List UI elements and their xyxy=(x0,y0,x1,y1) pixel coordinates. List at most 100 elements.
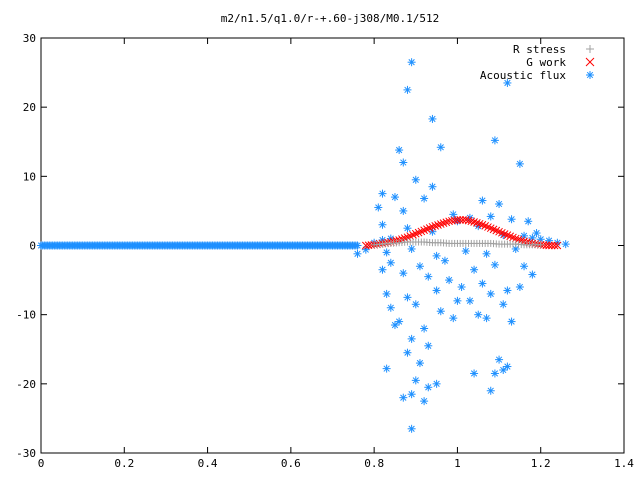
data-point xyxy=(532,229,541,238)
data-point xyxy=(474,310,483,319)
data-point xyxy=(382,364,391,373)
data-point xyxy=(414,228,423,237)
data-point xyxy=(520,262,529,271)
data-point xyxy=(453,296,462,305)
data-point xyxy=(403,85,412,94)
y-tick-label: 10 xyxy=(23,170,36,183)
data-point xyxy=(399,158,408,167)
data-point xyxy=(470,218,478,226)
chart-title: m2/n1.5/q1.0/r-+.60-j308/M0.1/512 xyxy=(221,12,440,25)
data-point xyxy=(506,232,515,241)
data-point xyxy=(482,314,491,323)
data-point xyxy=(407,424,416,433)
x-tick-label: 0.6 xyxy=(281,457,301,470)
data-point xyxy=(424,272,433,281)
y-tick: -20 xyxy=(16,378,624,391)
data-point xyxy=(545,241,553,250)
data-point xyxy=(415,262,424,271)
data-point xyxy=(409,231,417,239)
data-point xyxy=(520,231,529,240)
data-point xyxy=(465,296,474,305)
series-acoustic-flux xyxy=(37,58,570,433)
data-point xyxy=(407,58,416,67)
data-point xyxy=(495,227,503,236)
data-point xyxy=(467,217,476,226)
data-point xyxy=(436,143,445,152)
x-axis: 0 0.2 0.4 0.6 0.8 1 1.2 1.4 xyxy=(38,38,634,470)
data-point xyxy=(417,227,426,236)
legend-item: R stress xyxy=(513,43,594,56)
data-point xyxy=(482,249,491,258)
data-point xyxy=(403,348,412,357)
data-point xyxy=(436,307,445,316)
y-tick-label: 20 xyxy=(23,101,36,114)
data-point xyxy=(399,393,408,402)
data-point xyxy=(470,369,479,378)
data-point xyxy=(490,136,499,145)
x-tick-label: 1 xyxy=(454,457,461,470)
data-point xyxy=(439,219,448,227)
x-tick: 0.4 xyxy=(198,38,218,470)
data-point xyxy=(586,71,594,79)
data-point xyxy=(561,240,570,249)
data-point xyxy=(537,241,545,249)
data-point xyxy=(399,269,408,278)
data-point xyxy=(553,241,562,250)
x-tick-label: 0.2 xyxy=(114,457,134,470)
data-point xyxy=(399,206,408,215)
legend-label: Acoustic flux xyxy=(480,69,566,82)
data-point xyxy=(395,146,404,155)
data-point xyxy=(407,390,416,399)
data-point xyxy=(503,362,512,371)
data-point xyxy=(353,249,362,258)
x-tick: 0 xyxy=(38,38,45,470)
acoustic-flux-baseline xyxy=(37,241,362,250)
y-tick-label: -30 xyxy=(16,447,36,460)
data-point xyxy=(361,245,370,254)
data-point xyxy=(486,289,495,298)
data-point xyxy=(499,300,508,309)
y-tick: 20 xyxy=(23,101,624,114)
data-point xyxy=(490,260,499,269)
data-point xyxy=(411,376,420,385)
data-point xyxy=(386,303,395,312)
data-point xyxy=(453,216,462,224)
y-tick: -30 xyxy=(16,447,624,460)
data-point xyxy=(425,224,434,232)
data-point xyxy=(495,200,504,208)
data-point xyxy=(495,355,504,364)
x-tick-label: 0 xyxy=(38,457,45,470)
data-point xyxy=(420,397,429,406)
x-tick-label: 0.4 xyxy=(198,457,218,470)
x-tick-label: 0.8 xyxy=(364,457,384,470)
data-point xyxy=(489,225,498,234)
y-tick-label: 30 xyxy=(23,32,36,45)
x-tick-label: 1.2 xyxy=(531,457,551,470)
data-point xyxy=(457,283,466,291)
data-point xyxy=(432,251,441,260)
data-point xyxy=(478,220,487,229)
data-point xyxy=(390,321,399,330)
data-point xyxy=(431,222,440,230)
data-point xyxy=(445,276,454,285)
data-point xyxy=(434,221,442,229)
legend-label: G work xyxy=(526,56,566,69)
data-point xyxy=(407,244,416,253)
data-point xyxy=(382,289,391,298)
data-point xyxy=(428,182,437,191)
data-point xyxy=(500,230,509,238)
data-point xyxy=(503,78,512,87)
data-point xyxy=(486,386,495,395)
data-point xyxy=(499,366,508,374)
data-point xyxy=(536,235,545,244)
data-point xyxy=(497,228,506,237)
data-point xyxy=(490,369,499,378)
data-point xyxy=(420,324,429,333)
x-tick: 1.4 xyxy=(614,38,634,470)
data-point xyxy=(449,210,458,219)
data-point xyxy=(586,45,594,53)
data-point xyxy=(415,359,424,368)
data-point xyxy=(507,215,516,224)
data-point xyxy=(486,224,495,233)
data-point xyxy=(403,293,412,302)
